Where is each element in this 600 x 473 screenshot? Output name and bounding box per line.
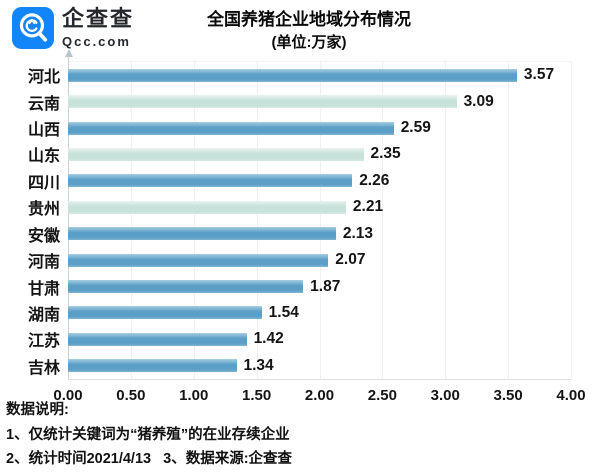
- gridline: [508, 62, 510, 379]
- y-axis-line: [68, 56, 69, 379]
- bar-row: 吉林 1.34: [28, 353, 571, 379]
- x-axis-tick-label: 1.00: [179, 387, 209, 404]
- qcc-logo-text: 企查查 Qcc.com: [62, 6, 135, 49]
- bar: [68, 174, 353, 188]
- value-label: 2.26: [359, 171, 390, 189]
- gridline: [256, 62, 258, 379]
- value-label: 2.59: [400, 119, 431, 137]
- chart-title-line1: 全国养猪企业地域分布情况: [207, 10, 411, 29]
- chart-title: 全国养猪企业地域分布情况 (单位:万家): [0, 9, 600, 53]
- bar: [68, 227, 336, 241]
- value-label: 1.54: [268, 303, 299, 321]
- value-label: 1.87: [310, 277, 341, 295]
- bar-row: 山东 2.35: [28, 141, 571, 167]
- y-axis-arrow-icon: [64, 49, 73, 57]
- bar: [68, 253, 329, 267]
- value-label: 3.57: [523, 66, 555, 84]
- bar-row: 甘肃 1.87: [28, 273, 571, 299]
- category-label: 云南: [27, 95, 60, 113]
- bar: [68, 280, 304, 294]
- category-label: 吉林: [27, 359, 60, 377]
- gridline: [130, 62, 132, 379]
- x-axis-tick-label: 2.50: [367, 387, 397, 404]
- bar: [68, 121, 394, 135]
- category-label: 河北: [27, 69, 60, 87]
- bar-row: 四川 2.26: [28, 168, 571, 194]
- bar-row: 云南 3.09: [28, 88, 571, 114]
- bar: [68, 200, 346, 214]
- value-label: 1.34: [243, 356, 274, 374]
- qcc-logo: 企查查 Qcc.com: [12, 7, 134, 49]
- bar: [68, 359, 237, 373]
- category-label: 湖南: [27, 306, 60, 324]
- notes-block: 数据说明: 1、仅统计关键词为“猪养殖”的在业存续企业 2、统计时间2021/4…: [6, 403, 292, 467]
- category-label: 山西: [27, 122, 60, 140]
- gridline: [193, 62, 195, 379]
- bar-chart-plot: 0.00 0.50 1.00 1.50 2.00 2.50 3.00 3.50 4.00 河北 3.…: [28, 49, 586, 404]
- chart-unit-line: (单位:万家): [271, 34, 347, 52]
- bar-row: 江苏 1.42: [28, 326, 571, 352]
- gridline: [382, 62, 384, 379]
- value-label: 2.13: [342, 224, 374, 242]
- bar: [68, 306, 262, 320]
- bar: [68, 332, 247, 346]
- gridline: [571, 62, 572, 379]
- category-label: 河南: [27, 254, 60, 272]
- x-axis-tick-label: 0.50: [116, 387, 146, 404]
- bar: [68, 147, 364, 161]
- brand-name: 企查查: [62, 6, 135, 31]
- bar-row: 河南 2.07: [28, 247, 571, 273]
- bar: [68, 68, 517, 82]
- category-label: 山东: [27, 148, 60, 166]
- x-axis-tick-label: 4.00: [556, 387, 586, 404]
- bar: [68, 95, 457, 109]
- gridline: [319, 62, 321, 379]
- category-label: 甘肃: [27, 280, 60, 298]
- bar-row: 贵州 2.21: [28, 194, 571, 220]
- bar-row: 河北 3.57: [28, 62, 571, 88]
- value-label: 1.42: [253, 330, 284, 348]
- gridline: [445, 62, 447, 379]
- notes-heading: 数据说明:: [6, 402, 69, 418]
- bar-row: 湖南 1.54: [28, 300, 571, 326]
- x-axis-tick-label: 3.00: [430, 387, 460, 404]
- category-label: 江苏: [27, 333, 60, 351]
- brand-domain: Qcc.com: [62, 34, 131, 49]
- category-label: 贵州: [27, 201, 60, 219]
- note-line-2: 2、统计时间2021/4/13 3、数据来源:企查查: [6, 451, 293, 467]
- value-label: 2.07: [335, 251, 366, 269]
- x-axis-tick-label: 2.00: [304, 387, 335, 404]
- value-label: 3.09: [463, 92, 494, 110]
- x-axis-tick-label: 3.50: [493, 387, 523, 404]
- bar-row: 山西 2.59: [28, 115, 571, 141]
- x-axis-tick-label: 1.50: [242, 387, 272, 404]
- x-axis-tick-label: 0.00: [53, 387, 83, 404]
- note-line-1: 1、仅统计关键词为“猪养殖”的在业存续企业: [6, 426, 290, 443]
- category-label: 安徽: [27, 227, 60, 245]
- value-label: 2.35: [370, 145, 401, 163]
- qcc-logo-icon: [12, 7, 54, 49]
- category-label: 四川: [27, 174, 60, 192]
- value-label: 2.21: [352, 198, 384, 216]
- bar-row: 安徽 2.13: [28, 221, 571, 247]
